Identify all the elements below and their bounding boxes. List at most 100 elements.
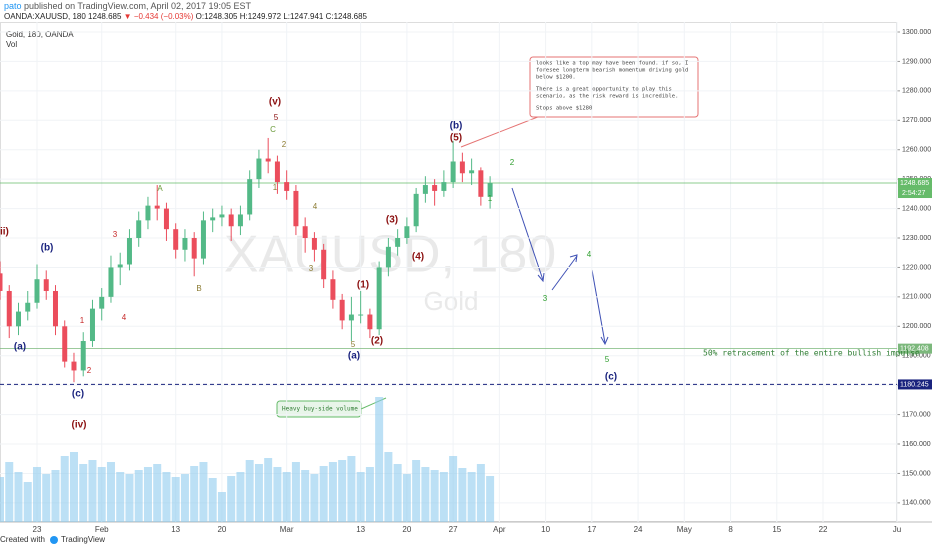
candle-body [200,220,206,259]
volume-bar [208,478,217,522]
arrow: ▼ [124,12,132,21]
footer-brand[interactable]: TradingView [61,535,105,544]
retracement-line-box [898,343,932,354]
candle-body [265,158,271,162]
wave-label: (a) [14,342,26,353]
note-line: below $1200. [536,75,576,81]
candle-body [237,214,243,227]
volume-bar [42,474,51,522]
wave-label: 5 [605,355,610,364]
volume-bar [402,474,411,522]
candle-body [284,182,290,191]
note-line: There is a great opportunity to play thi… [536,87,672,93]
wave-label: ii) [0,227,9,238]
last-price-line-box [898,178,932,189]
volume-bar [14,472,23,522]
logo [50,536,58,544]
volume-bar [486,476,495,522]
volume-bar [319,466,328,522]
wave-label: 3 [309,264,314,273]
volume-bar [375,397,384,522]
volume-bar [430,470,439,522]
arrow [591,269,606,344]
wave-label: (3) [386,215,398,226]
candle-body [0,273,3,291]
candle-body [339,299,345,321]
y-tick-label: 1230.000 [902,235,931,242]
wave-label: 2 [510,158,515,167]
volume-bar [32,467,41,522]
x-tick-label: 8 [728,525,733,534]
arrow [511,187,544,281]
volume-bar [412,460,421,522]
y-tick-label: 1150.000 [902,470,931,477]
author[interactable]: pato [4,1,22,11]
wave-label: (v) [269,97,281,108]
y-tick-label: 1290.000 [902,58,931,65]
candle-body [210,217,216,221]
candle-body [6,290,12,327]
wave-label: 4 [122,313,127,322]
volume-bar [97,467,106,522]
target-line-label: 1180.245 [900,381,929,388]
y-tick-label: 1240.000 [902,205,931,212]
candle-body [126,238,132,265]
wave-label: A [157,184,163,193]
volume-bar [190,466,199,522]
last-price-line-label: 1248.685 [900,180,929,187]
x-tick-label: 10 [541,525,550,534]
candle-body [62,326,68,362]
wave-label: (c) [605,372,617,383]
y-tick-label: 1160.000 [902,441,931,448]
volume-bar [365,467,374,522]
wave-label: (a) [348,351,360,362]
volume-bar [338,460,347,522]
candle-body [432,185,438,191]
callout-line [460,112,549,148]
candle-body [321,249,327,280]
volume-bar [153,464,162,522]
last: 1248.685 [88,12,122,21]
countdown: 2:54:27 [902,190,925,197]
y-tick-label: 1140.000 [902,500,931,507]
volume-bar [134,470,143,522]
wave-label: (4) [412,252,424,263]
candle-body [450,161,456,183]
volume-bar [125,474,134,522]
wave-label: 2 [282,140,287,149]
volume-bar [79,464,88,522]
candle-body [441,182,447,191]
volume-bar [106,462,115,522]
candle-body [469,170,475,174]
candle-body [256,158,262,180]
candle-body [302,226,308,239]
candle-body [228,214,234,227]
candle-body [52,290,58,327]
x-tick-label: 13 [356,525,365,534]
watermark-sub: Gold [424,286,479,316]
candle-body [117,264,123,268]
y-tick-label: 1170.000 [902,411,931,418]
candle-body [15,311,21,327]
y-tick-label: 1280.000 [902,88,931,95]
candle-body [487,183,493,197]
wave-label: (1) [357,280,369,291]
volume-note: Heavy buy-side volume [282,406,358,413]
volume-bar [171,477,180,522]
candle-body [99,296,105,309]
y-tick-label: 1220.000 [902,264,931,271]
low: L:1247.941 [283,12,324,21]
published: published on TradingView.com, April 02, … [22,1,252,11]
wave-label: 1 [80,316,85,325]
x-tick-label: 13 [171,525,180,534]
arrow-head [537,272,545,283]
high: H:1249.972 [240,12,282,21]
wave-label: 1 [488,194,493,203]
candle-body [395,238,401,247]
volume-bar [23,482,32,522]
x-tick-label: 23 [33,525,42,534]
wave-label: (5) [450,133,462,144]
candle-body [459,161,465,174]
arrow [551,255,578,291]
x-tick-label: May [677,525,692,534]
